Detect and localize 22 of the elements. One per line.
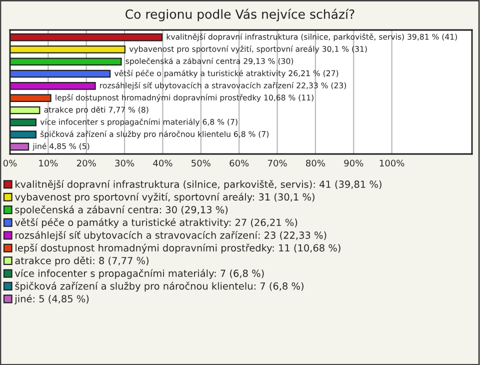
x-tick-label: 20% [76, 160, 96, 167]
legend-label: společenská a zábavní centra: 30 (29,13 %) [15, 205, 228, 216]
legend-label: rozsáhlejší síť ubytovacích a stravovacích zařízení: 23 (22,33 %) [16, 230, 326, 241]
x-tick-label: 80% [306, 160, 325, 167]
x-tick-label: 50% [192, 160, 210, 167]
legend-label: jiné: 5 (4,85 %) [14, 294, 89, 304]
x-tick-label: 100% [380, 160, 404, 167]
x-tick-label: 40% [153, 160, 172, 167]
chart-title: Co regionu podle Vás nejvíce schází? [126, 8, 354, 22]
legend-label: kvalitnější dopravní infrastruktura (silnice, parkoviště, servis): 41 (39,81 %) [16, 180, 382, 190]
legend-label: atrakce pro děti: 8 (7,77 %) [15, 256, 148, 266]
x-tick-label: 0% [3, 160, 17, 167]
legend-label: více infocenter s propagačními materiály: 7 (6,8 %) [14, 269, 264, 279]
legend-label: lepší dostupnost hromadnými dopravními prostředky: 11 (10,68 %) [16, 244, 340, 254]
x-tick-label: 10% [39, 160, 58, 167]
legend-label: vybavenost pro sportovní vyžití, sportovní areály: 31 (30,1 %) [14, 192, 314, 203]
legend-label: špičková zařízení a služby pro náročnou klientelu: 7 (6,8 %) [15, 282, 304, 292]
x-tick-label: 60% [230, 160, 249, 167]
x-tick-label: 30% [115, 160, 134, 167]
x-tick-label: 90% [344, 160, 364, 167]
legend-label: větší péče o památky a turistické atraktivity: 27 (26,21 %) [14, 218, 298, 228]
x-tick-label: 70% [268, 160, 287, 167]
